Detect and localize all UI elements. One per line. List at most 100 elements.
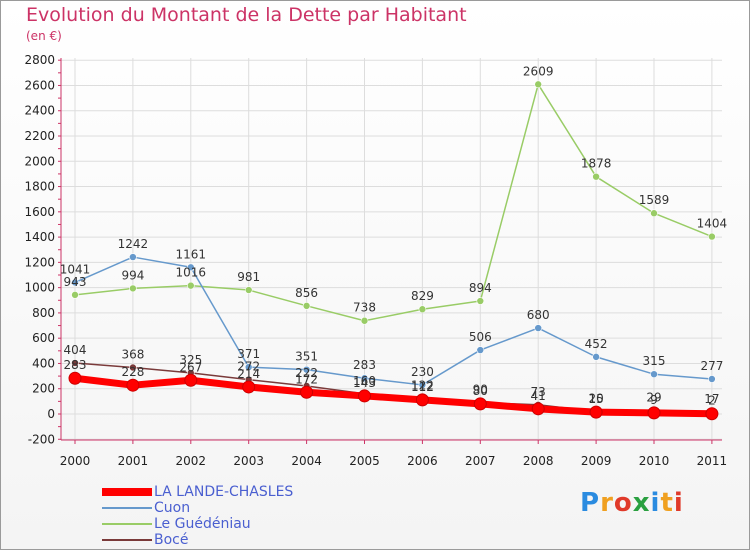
x-tick-label: 2002 [176,454,207,468]
data-label: 981 [237,270,260,284]
data-point [184,373,198,387]
x-tick-label: 2007 [465,454,496,468]
data-label: 856 [295,286,318,300]
series-line [74,83,713,322]
x-tick-label: 2006 [407,454,438,468]
data-point [187,281,195,290]
y-tick-label: 800 [32,306,55,320]
data-label: 1589 [639,193,670,207]
data-label: 20 [588,391,603,405]
x-tick-label: 2009 [581,454,612,468]
data-point [302,365,311,374]
data-point [708,232,716,241]
data-point [650,370,658,378]
data-label: 283 [64,358,87,372]
data-point [300,385,314,399]
data-point [244,363,253,371]
y-tick-label: 1200 [24,255,55,269]
x-tick-label: 2005 [349,454,380,468]
data-label: 80 [473,384,488,398]
data-label: 277 [700,359,723,373]
data-point [708,375,716,383]
data-point [358,389,371,403]
data-label: 371 [237,347,260,361]
x-tick-label: 2001 [118,454,149,468]
y-tick-label: 2200 [24,129,55,143]
data-point [129,284,137,293]
data-label: 894 [469,281,492,295]
y-tick-label: 2800 [24,53,55,67]
y-tick-label: 1600 [24,205,55,219]
data-point [650,209,658,218]
data-point [360,316,369,325]
data-point [187,263,195,272]
x-tick-label: 2000 [60,454,91,468]
data-point [302,302,311,310]
data-label: 368 [121,347,144,361]
data-point [360,374,369,383]
y-tick-label: 2000 [24,154,55,168]
data-label: 214 [237,367,260,381]
data-point [592,172,600,181]
data-point [647,406,661,420]
series-line [74,256,713,386]
data-label: 17 [704,392,719,406]
x-tick-label: 2010 [639,454,670,468]
data-label: 90 [473,383,488,397]
data-point [71,278,79,287]
y-tick-label: 1000 [24,281,55,295]
x-tick-label: 2004 [291,454,322,468]
y-tick-label: 2400 [24,104,55,118]
x-tick-label: 2011 [697,454,728,468]
legend-swatch [102,507,152,509]
data-label: 41 [531,389,546,403]
data-label: 272 [237,360,260,374]
data-point [129,253,137,261]
series-line [74,362,713,413]
data-point [589,405,603,419]
data-label: 738 [353,301,376,315]
data-point [71,359,79,367]
data-label: 994 [121,268,144,282]
data-point [534,80,543,89]
logo-letter: t [660,488,674,518]
data-label: 29 [646,390,661,404]
data-label: 506 [469,330,492,344]
legend-label: Cuon [154,500,191,516]
logo-letter: r [600,488,614,518]
legend-label: LA LANDE-CHASLES [154,484,294,500]
data-point [418,305,427,314]
data-label: 283 [353,358,376,372]
data-label: 230 [411,365,434,379]
y-tick-label: 400 [32,356,55,370]
data-label: 228 [121,365,144,379]
data-label: 73 [531,385,546,399]
data-label: 2609 [523,64,554,78]
data-point [126,378,140,392]
data-label: 404 [64,343,87,357]
data-label: 943 [64,275,87,289]
logo-letter: o [613,488,633,518]
data-label: 829 [411,289,434,303]
data-label: 1161 [176,247,207,261]
data-label: 315 [643,354,666,368]
data-label: 172 [295,372,318,386]
y-tick-label: 200 [32,382,55,396]
data-point [129,363,137,372]
data-point [71,291,79,299]
chart-unit: (en €) [26,29,62,43]
legend-swatch [102,539,152,541]
data-label: 1041 [60,262,91,276]
legend-label: Le Guédéniau [154,516,251,532]
data-label: 680 [527,308,550,322]
logo-letter: P [580,488,601,518]
y-tick-label: 2600 [24,78,55,92]
data-label: 2 [708,394,716,408]
data-label: 452 [585,337,608,351]
y-tick-label: 0 [47,407,55,421]
data-point [415,393,429,407]
logo-letter: x [632,488,651,518]
data-label: 15 [588,392,603,406]
data-point [592,353,600,361]
